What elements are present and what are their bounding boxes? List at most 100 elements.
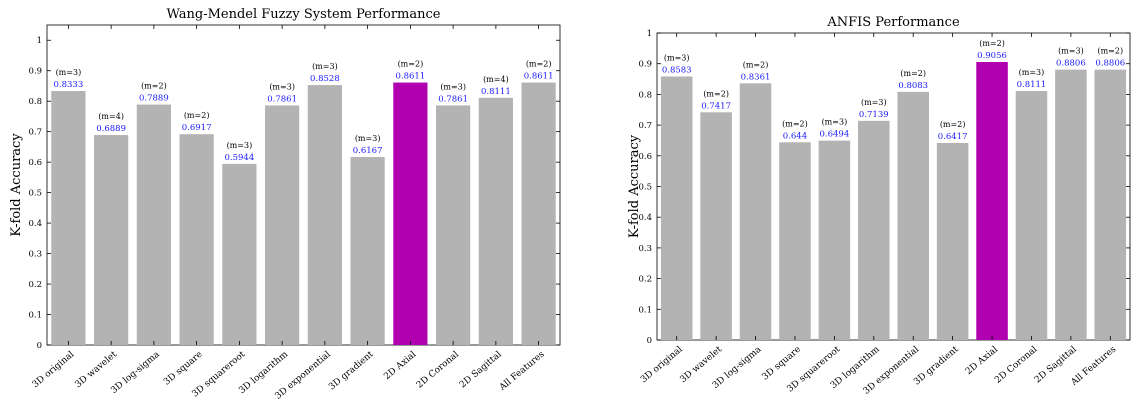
- bar-12: [1094, 69, 1127, 341]
- m-label: (m=2): [782, 119, 808, 128]
- category-label: 3D square: [162, 350, 204, 388]
- y-axis-label: K-fold Accuracy: [9, 133, 24, 237]
- m-label: (m=2): [526, 60, 552, 69]
- bar-5: [818, 140, 851, 340]
- value-label: 0.9056: [977, 51, 1007, 61]
- bar-6: [265, 105, 300, 345]
- category-label: 2D Coronal: [993, 345, 1039, 386]
- bar-11: [478, 97, 513, 345]
- y-tick-label: 0.2: [28, 280, 42, 290]
- anfis-chart: ANFIS Performance K-fold Accuracy 0 0.1 0.2 0…: [627, 15, 1131, 397]
- value-label: 0.7889: [139, 94, 169, 104]
- y-axis-label: K-fold Accuracy: [627, 134, 642, 238]
- y-tick-label: 0.1: [638, 305, 652, 315]
- bar-10: [1015, 90, 1048, 340]
- category-label: 3D original: [31, 350, 77, 391]
- category-label: 3D wavelet: [73, 349, 119, 390]
- m-label: (m=3): [269, 82, 295, 91]
- m-label: (m=2): [1097, 47, 1123, 56]
- y-tick-label: 0.6: [638, 152, 652, 162]
- value-label: 0.6494: [820, 130, 850, 140]
- value-label: 0.6167: [353, 146, 383, 156]
- wang-mendel-chart: Wang-Mendel Fuzzy System Performance K-fo…: [9, 7, 561, 402]
- category-label: 2D Coronal: [415, 350, 461, 391]
- y-tick-label: 0: [37, 341, 42, 351]
- value-label: 0.5944: [225, 153, 255, 163]
- bar-1: [660, 76, 693, 341]
- bar-2: [94, 135, 129, 345]
- value-label: 0.8111: [481, 87, 511, 97]
- chart-title: Wang-Mendel Fuzzy System Performance: [167, 7, 441, 22]
- y-tick-label: 0.7: [28, 128, 42, 138]
- bar-7: [307, 85, 342, 345]
- m-label: (m=2): [940, 120, 966, 129]
- m-label: (m=2): [743, 60, 769, 69]
- bar-8: [350, 157, 385, 345]
- bar-8: [936, 142, 969, 340]
- value-label: 0.8111: [1017, 80, 1047, 90]
- m-label: (m=4): [483, 75, 509, 84]
- m-label: (m=3): [56, 68, 82, 77]
- y-tick-label: 0.9: [28, 67, 42, 77]
- y-tick-label: 1: [37, 36, 42, 46]
- bar-4: [779, 142, 811, 340]
- value-label: 0.7861: [438, 94, 468, 104]
- value-label: 0.8083: [898, 81, 928, 91]
- bar-4: [179, 134, 214, 345]
- bar-3: [739, 83, 772, 341]
- value-label: 0.6917: [182, 123, 212, 133]
- bar-9: [393, 82, 428, 346]
- value-label: 0.7139: [859, 110, 889, 120]
- bar-11: [1055, 69, 1087, 341]
- category-label: All Features: [497, 349, 547, 393]
- y-tick-label: 0.6: [28, 158, 42, 168]
- m-label: (m=3): [822, 118, 848, 127]
- m-label: (m=3): [1019, 68, 1045, 77]
- bar-9: [976, 61, 1008, 340]
- value-label: 0.8361: [741, 72, 771, 82]
- m-label: (m=3): [861, 98, 887, 107]
- y-tick-label: 0.5: [638, 183, 652, 193]
- bar-5: [222, 163, 257, 345]
- y-tick-label: 0.3: [638, 244, 652, 254]
- y-tick-label: 0.2: [638, 275, 652, 285]
- m-label: (m=3): [1058, 47, 1084, 56]
- category-label: 3D original: [639, 345, 685, 386]
- value-label: 0.644: [783, 131, 807, 141]
- bar-7: [897, 91, 929, 340]
- y-tick-label: 0.1: [28, 311, 42, 321]
- category-label: 2D Axial: [382, 350, 418, 382]
- y-tick-label: 0.7: [638, 121, 652, 131]
- m-label: (m=2): [398, 60, 424, 69]
- m-label: (m=2): [184, 111, 210, 120]
- m-label: (m=3): [227, 141, 253, 150]
- y-tick-label: 0.8: [638, 90, 652, 100]
- m-label: (m=3): [664, 54, 690, 63]
- bar-3: [136, 104, 171, 345]
- m-label: (m=2): [141, 82, 167, 91]
- y-tick-label: 0.3: [28, 250, 42, 260]
- bar-6: [858, 120, 890, 340]
- plot-frame: [46, 24, 561, 346]
- m-label: (m=4): [98, 112, 124, 121]
- m-label: (m=3): [312, 62, 338, 71]
- y-tick-label: 0.5: [28, 189, 42, 199]
- bar-12: [521, 82, 556, 346]
- y-tick-label: 0.4: [28, 219, 42, 229]
- value-label: 0.7861: [267, 94, 297, 104]
- m-label: (m=2): [979, 39, 1005, 48]
- y-tick-label: 1: [647, 29, 652, 39]
- y-tick-label: 0.9: [638, 60, 652, 70]
- value-label: 0.8806: [1056, 59, 1086, 69]
- m-label: (m=3): [355, 134, 381, 143]
- value-label: 0.8611: [396, 72, 426, 82]
- value-label: 0.8806: [1095, 59, 1125, 69]
- m-label: (m=2): [703, 89, 729, 98]
- value-label: 0.6889: [96, 124, 126, 134]
- value-label: 0.8528: [310, 74, 340, 84]
- y-tick-label: 0.4: [638, 213, 652, 223]
- value-label: 0.7417: [701, 101, 731, 111]
- value-label: 0.8583: [662, 66, 692, 76]
- value-label: 0.8611: [524, 72, 554, 82]
